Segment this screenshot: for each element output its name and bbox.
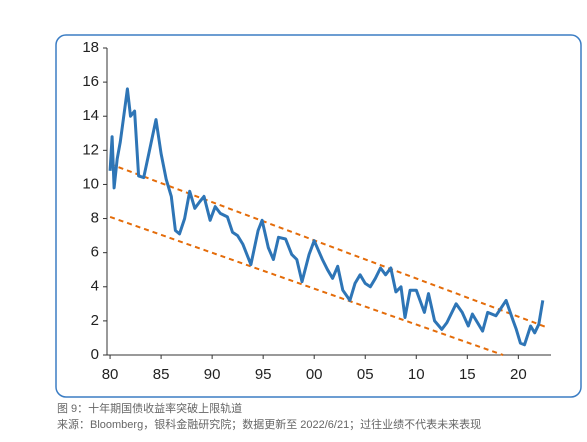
x-tick-label: 80 [102, 366, 119, 383]
y-tick-label: 16 [82, 73, 99, 90]
y-tick-label: 8 [91, 210, 99, 227]
caption-title: 图 9：十年期国债收益率突破上限轨道 [57, 401, 242, 415]
y-tick-label: 0 [91, 346, 99, 363]
x-tick-label: 90 [204, 366, 221, 383]
frame [55, 34, 582, 398]
x-tick-label: 05 [357, 366, 374, 383]
caption-source: 来源：Bloomberg，银科金融研究院；数据更新至 2022/6/21；过往业… [57, 417, 481, 431]
x-tick-label: 15 [459, 366, 476, 383]
y-tick-label: 10 [82, 175, 99, 192]
y-tick-label: 18 [82, 39, 99, 56]
trend-line [109, 163, 549, 329]
y-tick-label: 6 [91, 244, 99, 261]
y-tick-label: 14 [82, 107, 99, 124]
x-tick-label: 95 [255, 366, 272, 383]
x-tick-label: 85 [153, 366, 170, 383]
yield-line [108, 87, 545, 347]
x-tick-label: 20 [510, 366, 527, 383]
trend-line [109, 215, 504, 356]
y-tick-label: 12 [82, 141, 99, 158]
y-tick-label: 2 [91, 312, 99, 329]
x-tick-label: 00 [306, 366, 323, 383]
x-tick-label: 10 [408, 366, 425, 383]
y-tick-label: 4 [91, 278, 99, 295]
